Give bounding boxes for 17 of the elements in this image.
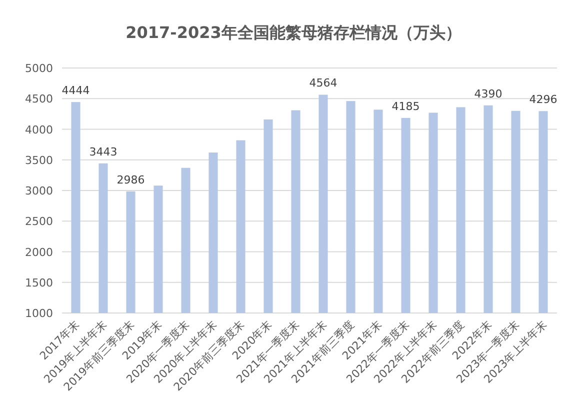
- data-label: 4444: [62, 84, 90, 98]
- y-tick-label: 4500: [25, 92, 53, 106]
- y-tick-label: 1000: [25, 307, 53, 320]
- y-tick-label: 2500: [25, 215, 53, 228]
- chart-title: 2017-2023年全国能繁母猪存栏情况（万头）: [126, 23, 462, 42]
- data-label: 4564: [309, 76, 338, 90]
- data-label: 3443: [89, 145, 118, 158]
- data-label: 2986: [116, 173, 145, 186]
- y-tick-label: 2000: [25, 246, 53, 259]
- y-tick-label: 5000: [25, 62, 53, 75]
- y-tick-label: 1500: [25, 276, 53, 290]
- y-tick-label: 3500: [25, 154, 53, 167]
- data-label: 4390: [474, 87, 502, 100]
- y-tick-label: 3000: [25, 184, 53, 198]
- data-label: 4185: [392, 100, 420, 113]
- data-label: 4296: [529, 93, 558, 106]
- y-tick-label: 4000: [25, 123, 53, 136]
